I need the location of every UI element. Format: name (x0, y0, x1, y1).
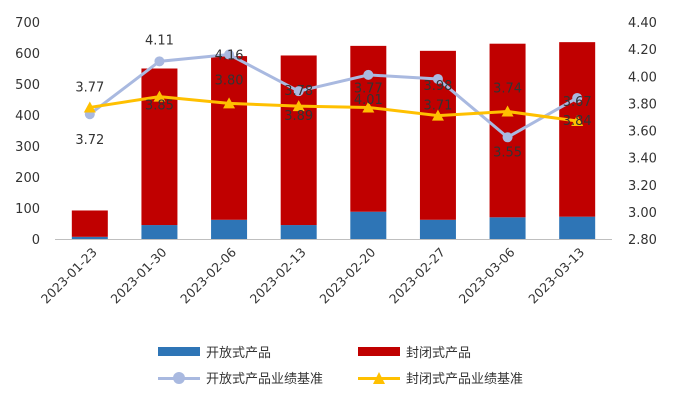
point-closed-benchmark (153, 90, 166, 102)
legend-swatch-closed-benchmark (358, 371, 400, 385)
point-closed-benchmark (501, 105, 514, 117)
point-open-benchmark (363, 69, 374, 80)
y-left-tick-label: 0 (32, 233, 40, 248)
bar-closed-product (559, 42, 596, 217)
legend-label-closed-benchmark: 封闭式产品业绩基准 (406, 372, 524, 387)
legend-label-open-benchmark: 开放式产品业绩基准 (206, 372, 324, 387)
bar-open-product (280, 225, 317, 239)
y-left-tick-label: 300 (15, 140, 40, 155)
line-open-benchmark (88, 53, 578, 140)
data-label-closed-benchmark: 3.80 (215, 73, 244, 88)
y-right-tick-label: 2.80 (628, 233, 657, 248)
y-right-tick-label: 4.00 (628, 70, 657, 85)
x-tick-label: 2023-02-20 (316, 244, 378, 306)
point-closed-benchmark (292, 100, 305, 112)
legend-swatch-open-benchmark (158, 371, 200, 385)
x-tick-label: 2023-03-13 (525, 245, 587, 307)
data-label-closed-benchmark: 3.67 (563, 95, 592, 110)
point-closed-benchmark (362, 101, 375, 113)
y-left-tick-label: 700 (15, 16, 40, 31)
bar-closed-product (280, 55, 317, 226)
bar-closed-product (71, 210, 108, 237)
bar-open-product (211, 219, 248, 239)
bar-open-product (71, 236, 108, 239)
data-label-open-benchmark: 3.89 (284, 109, 313, 124)
point-closed-benchmark (571, 115, 584, 127)
legend-item-closed-benchmark: 封闭式产品业绩基准 (358, 368, 523, 387)
x-tick-label: 2023-03-06 (456, 244, 518, 306)
legend-item-open-product: 开放式产品 (158, 342, 271, 361)
y-right-tick-label: 3.80 (628, 97, 657, 112)
legend: 开放式产品 封闭式产品 开放式产品业绩基准 封闭式产品业绩基准 (150, 338, 600, 398)
x-tick-label: 2023-01-30 (108, 244, 170, 306)
legend-label-open-product: 开放式产品 (206, 346, 272, 361)
y-right-tick-label: 3.60 (628, 125, 657, 140)
bar-open-product (559, 216, 596, 239)
legend-swatch-open-product (158, 347, 200, 356)
y-left-tick-label: 100 (15, 202, 40, 217)
y-left-tick-label: 200 (15, 171, 40, 186)
data-label-open-benchmark: 4.01 (354, 93, 383, 108)
y-right-tick-label: 3.20 (628, 179, 657, 194)
data-label-closed-benchmark: 3.71 (423, 99, 452, 114)
data-label-open-benchmark: 3.98 (423, 79, 452, 94)
bar-open-product (141, 225, 178, 239)
y-right-tick-label: 4.40 (628, 16, 657, 31)
data-label-closed-benchmark: 3.85 (145, 99, 174, 114)
bar-open-product (419, 219, 456, 239)
data-label-open-benchmark: 4.16 (215, 49, 244, 64)
bar-open-product (489, 217, 526, 239)
legend-item-open-benchmark: 开放式产品业绩基准 (158, 368, 323, 387)
data-label-closed-benchmark: 3.74 (493, 82, 522, 97)
point-closed-benchmark (223, 97, 236, 109)
x-tick-label: 2023-02-27 (386, 245, 448, 307)
y-left-tick-label: 400 (15, 109, 40, 124)
x-tick-label: 2023-01-23 (38, 245, 100, 307)
point-open-benchmark (432, 73, 443, 84)
point-open-benchmark (502, 132, 513, 143)
data-label-open-benchmark: 3.55 (493, 145, 522, 160)
data-label-closed-benchmark: 3.77 (354, 81, 383, 96)
point-closed-benchmark (83, 101, 96, 113)
bar-closed-product (211, 56, 248, 220)
y-left-tick-label: 500 (15, 78, 40, 93)
legend-swatch-closed-product (358, 347, 400, 356)
data-label-closed-benchmark: 3.78 (284, 84, 313, 99)
data-label-open-benchmark: 3.72 (75, 133, 104, 148)
x-tick-label: 2023-02-13 (247, 245, 309, 307)
point-closed-benchmark (431, 109, 444, 121)
y-right-tick-label: 3.40 (628, 152, 657, 167)
legend-item-closed-product: 封闭式产品 (358, 342, 471, 361)
y-left-tick-label: 600 (15, 47, 40, 62)
data-label-open-benchmark: 4.11 (145, 33, 174, 48)
y-right-tick-label: 4.20 (628, 43, 657, 58)
data-label-open-benchmark: 3.84 (563, 114, 592, 129)
point-open-benchmark (572, 92, 583, 103)
bar-open-product (350, 211, 387, 239)
legend-label-closed-product: 封闭式产品 (406, 346, 472, 361)
data-label-closed-benchmark: 3.77 (75, 80, 104, 95)
y-right-tick-label: 3.00 (628, 206, 657, 221)
point-open-benchmark (224, 49, 235, 60)
point-open-benchmark (293, 86, 304, 97)
line-closed-benchmark (89, 95, 578, 123)
point-open-benchmark (154, 56, 165, 67)
x-tick-label: 2023-02-06 (177, 244, 239, 306)
